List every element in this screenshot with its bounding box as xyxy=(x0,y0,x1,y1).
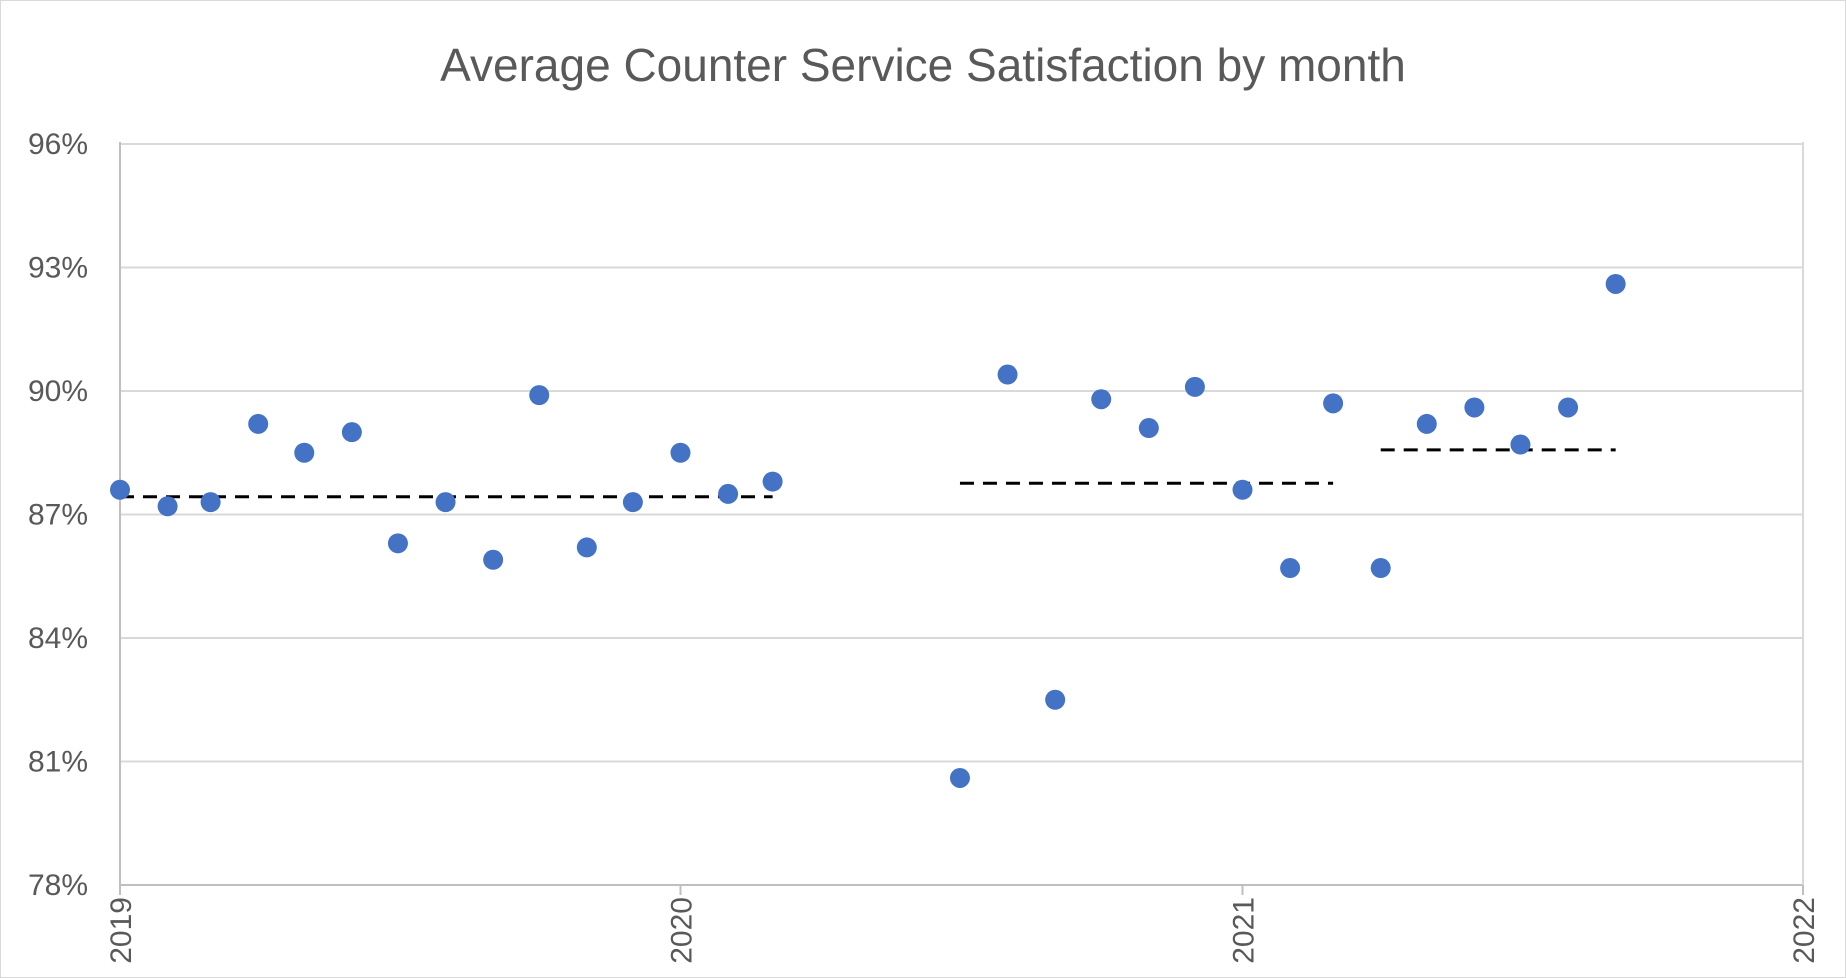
data-point xyxy=(294,442,315,463)
data-point xyxy=(1184,376,1205,397)
x-tick-label: 2021 xyxy=(1228,897,1261,964)
data-point xyxy=(1323,393,1344,414)
data-point xyxy=(949,767,970,788)
axes xyxy=(119,142,1804,895)
y-tick-label: 90% xyxy=(28,375,88,408)
x-tick-label: 2020 xyxy=(665,897,698,964)
chart-title: Average Counter Service Satisfaction by … xyxy=(440,39,1406,91)
data-point xyxy=(248,413,269,434)
data-points xyxy=(110,273,1626,788)
data-point xyxy=(1045,689,1066,710)
data-point xyxy=(1558,397,1579,418)
data-point xyxy=(1464,397,1485,418)
data-point xyxy=(622,492,643,513)
data-point xyxy=(200,492,221,513)
data-point xyxy=(1091,389,1112,410)
data-point xyxy=(670,442,691,463)
y-tick-label: 78% xyxy=(28,869,88,902)
x-tick-labels: 2019 2020 2021 2022 xyxy=(105,897,1821,964)
data-point xyxy=(529,385,550,406)
data-point xyxy=(1232,479,1253,500)
data-point xyxy=(1510,434,1531,455)
y-tick-labels: 78% 81% 84% 87% 90% 93% 96% xyxy=(28,128,88,902)
data-point xyxy=(1138,418,1159,439)
y-tick-label: 81% xyxy=(28,746,88,779)
data-point xyxy=(718,483,739,504)
data-point xyxy=(1280,558,1301,579)
data-point xyxy=(435,492,456,513)
x-tick-label: 2019 xyxy=(105,897,138,964)
x-tick-label: 2022 xyxy=(1788,897,1821,964)
data-point xyxy=(157,496,178,517)
data-point xyxy=(341,422,362,443)
data-point xyxy=(110,479,130,500)
y-tick-label: 96% xyxy=(28,128,88,161)
y-tick-label: 87% xyxy=(28,499,88,532)
data-point xyxy=(483,549,504,570)
data-point xyxy=(387,533,408,554)
y-tick-label: 84% xyxy=(28,622,88,655)
average-lines xyxy=(120,448,1616,499)
data-point xyxy=(576,537,597,558)
data-point xyxy=(1370,558,1391,579)
data-point xyxy=(762,471,783,492)
data-point xyxy=(997,364,1018,385)
gridlines xyxy=(120,143,1803,763)
data-point xyxy=(1416,413,1437,434)
y-tick-label: 93% xyxy=(28,252,88,285)
data-point xyxy=(1605,273,1626,294)
